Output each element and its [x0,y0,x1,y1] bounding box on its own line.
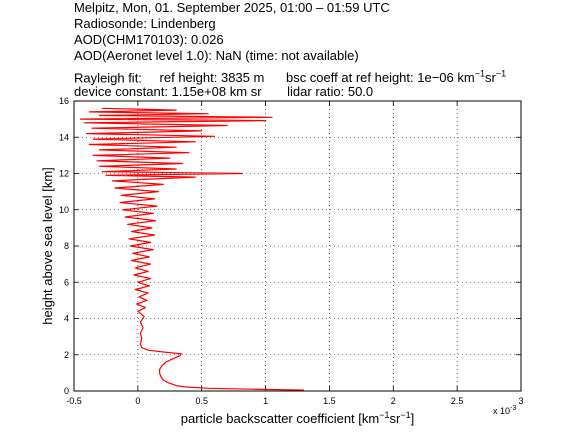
ref-height: ref height: 3835 m [159,70,265,86]
y-tick-label: 12 [59,169,69,179]
x-tick-label: 1.5 [323,396,336,406]
y-axis-label: height above sea level [km] [40,167,55,325]
x-tick-label: 3 [518,396,523,406]
y-tick-label: 6 [64,277,69,287]
header-aod-aeronet: AOD(Aeronet level 1.0): NaN (time: not a… [74,48,359,63]
data-layer [79,107,304,391]
profile-line-0 [79,107,304,391]
y-tick-label: 4 [64,314,69,324]
y-tick-label: 14 [59,132,69,142]
x-tick-label: 2.5 [451,396,464,406]
header-radiosonde: Radiosonde: Lindenberg [74,16,216,31]
header-rayleigh-line: Rayleigh fit: ref height: 3835 m bsc coe… [74,67,506,85]
axes-box [73,100,522,392]
y-tick-label: 10 [59,205,69,215]
bsc-coeff: bsc coeff at ref height: 1e−06 km−1sr−1 [285,69,507,86]
y-tick-label: 0 [64,386,69,396]
x-tick-label: 2 [391,396,396,406]
y-tick-label: 8 [64,241,69,251]
x-tick-label: -0.5 [66,396,82,406]
y-tick-label: 2 [64,350,69,360]
grid-layer [74,101,521,391]
device-constant: device constant: 1.15e+08 km sr [74,84,262,99]
x-tick-label: 0 [135,396,140,406]
rayleigh-label: Rayleigh fit: [74,70,142,86]
x-tick-label: 1 [263,396,268,406]
x-axis-multiplier: x 10-3 [493,405,516,416]
lidar-ratio: lidar ratio: 50.0 [287,84,374,99]
x-axis-label: particle backscatter coefficient [km−1sr… [181,410,414,426]
x-tick-label: 0.5 [195,396,208,406]
header-aod-chm: AOD(CHM170103): 0.026 [74,32,224,47]
header-device-line: device constant: 1.15e+08 km sr lidar ra… [74,84,373,99]
header-location-time: Melpitz, Mon, 01. September 2025, 01:00 … [74,0,390,15]
y-tick-label: 16 [59,96,69,106]
